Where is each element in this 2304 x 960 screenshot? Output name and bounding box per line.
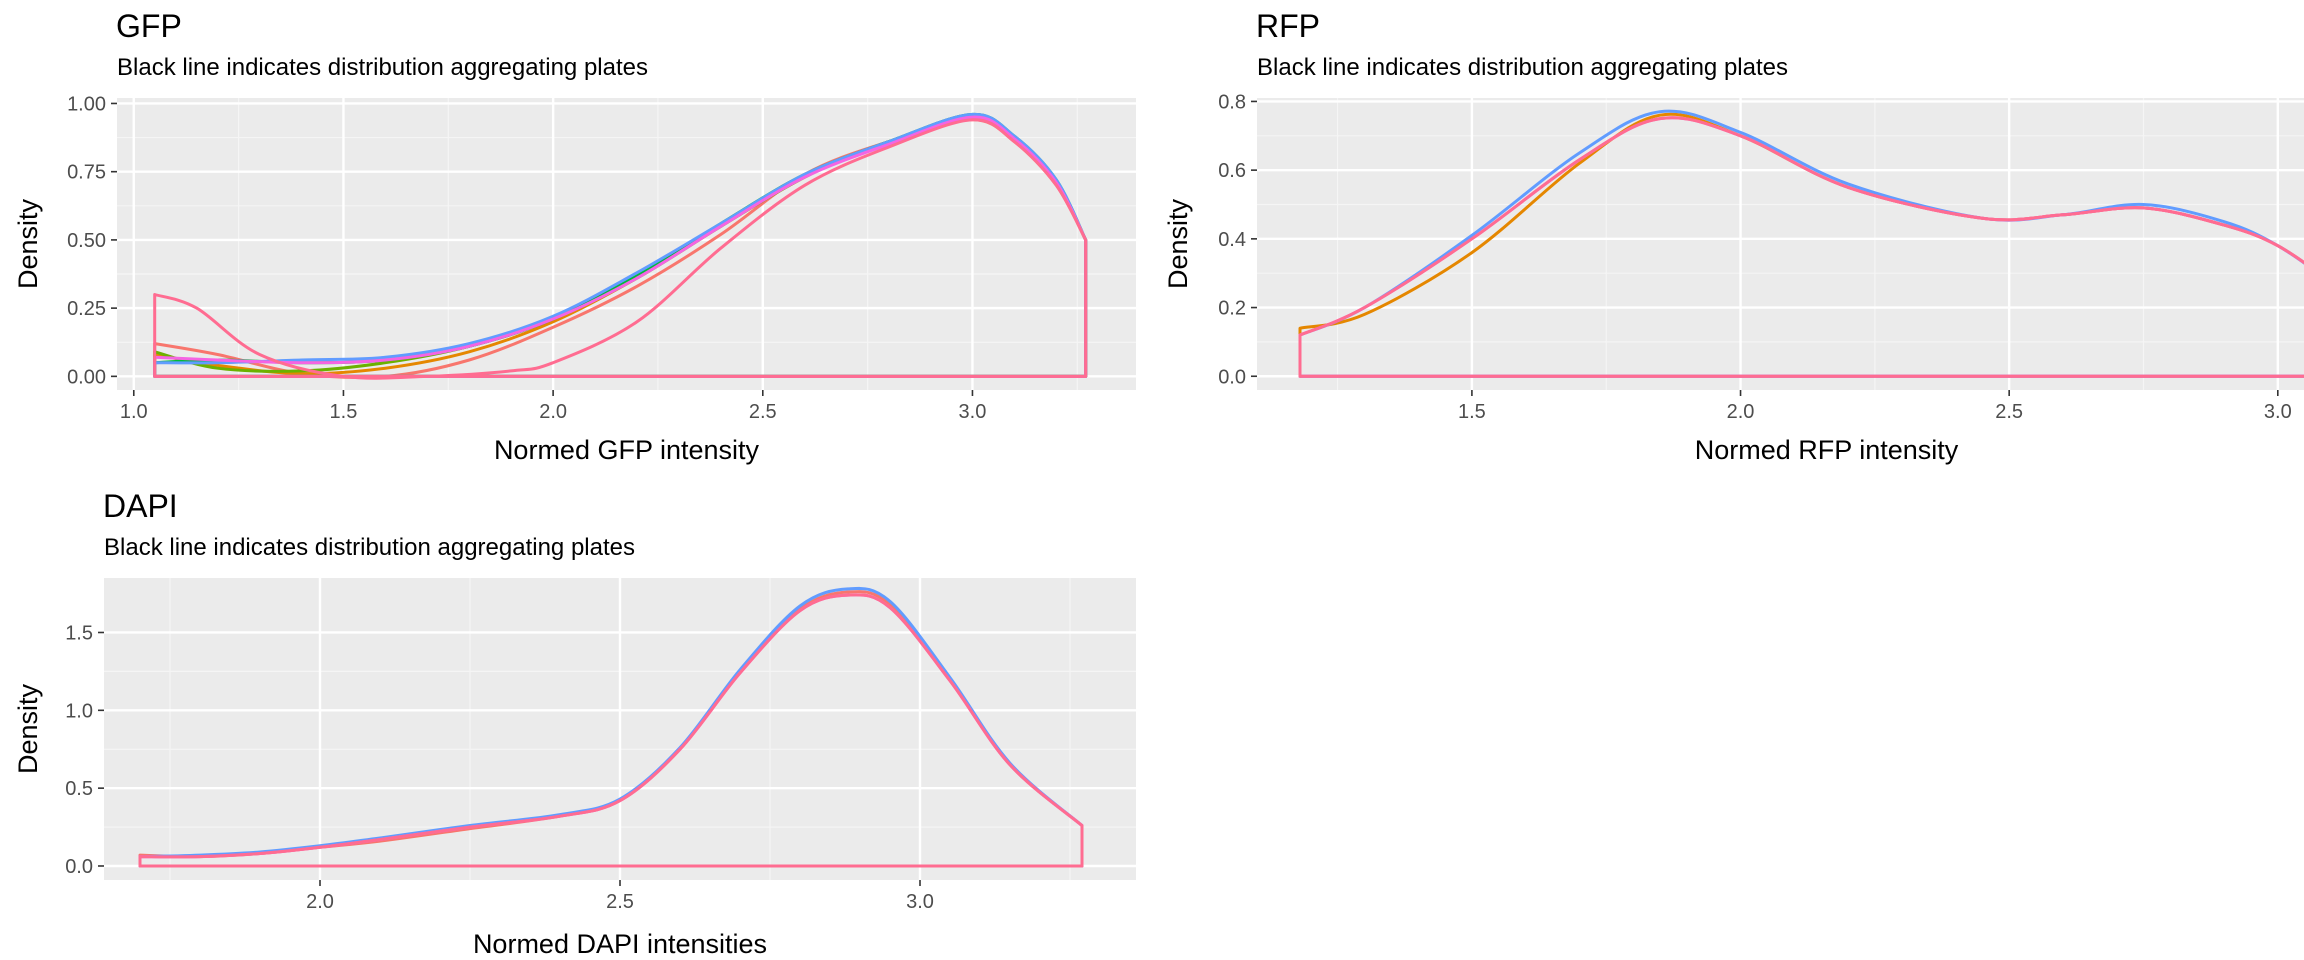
dapi-tick-label-x: 2.0 bbox=[306, 891, 334, 913]
gfp-series-5-line bbox=[153, 112, 1088, 378]
gfp-tick-label-y: 0.25 bbox=[67, 298, 106, 320]
gfp-tick-label-x: 1.0 bbox=[120, 401, 148, 423]
gfp-series-7-line bbox=[153, 118, 1088, 380]
dapi-tick-label-y: 1.0 bbox=[65, 700, 93, 722]
dapi-tick-label-y: 0.5 bbox=[65, 778, 93, 800]
gfp-tick-label-x: 2.5 bbox=[749, 401, 777, 423]
dapi-title: DAPI bbox=[103, 488, 178, 524]
gfp-title: GFP bbox=[116, 8, 182, 44]
rfp-tick-label-x: 1.5 bbox=[1458, 401, 1486, 423]
dapi-x-axis-title: Normed DAPI intensities bbox=[473, 929, 767, 959]
rfp-tick-label-x: 2.0 bbox=[1727, 401, 1755, 423]
rfp-plot: 1.5 2.0 2.5 3.0 0.0 0.2 0.4 0.6 0.8 Normed RFP in… bbox=[1163, 91, 2304, 465]
rfp-plot-background bbox=[1257, 98, 2304, 390]
dapi-plot: 2.0 2.5 3.0 0.0 0.5 1.0 1.5 Normed DAPI intensi… bbox=[13, 578, 1136, 959]
gfp-tick-label-y: 0.00 bbox=[67, 366, 106, 388]
gfp-tick-label-x: 1.5 bbox=[330, 401, 358, 423]
gfp-plot: 1.0 1.5 2.0 2.5 3.0 0.00 0.25 0.50 0.75 1.00 Norme… bbox=[13, 93, 1136, 465]
rfp-minor-gridlines bbox=[1257, 98, 2304, 390]
rfp-tick-label-y: 0.2 bbox=[1218, 298, 1246, 320]
rfp-tick-label-y: 0.0 bbox=[1218, 366, 1246, 388]
dapi-series-4-line bbox=[138, 593, 1084, 868]
rfp-tick-label-y: 0.4 bbox=[1218, 229, 1246, 251]
dapi-tick-label-y: 1.5 bbox=[65, 622, 93, 644]
gfp-tick-label-y: 0.50 bbox=[67, 230, 106, 252]
rfp-tick-label-x: 3.0 bbox=[2264, 401, 2292, 423]
rfp-subtitle: Black line indicates distribution aggreg… bbox=[1257, 54, 1788, 81]
rfp-tick-label-x: 2.5 bbox=[1995, 401, 2023, 423]
rfp-tick-label-y: 0.8 bbox=[1218, 91, 1246, 113]
dapi-tick-label-x: 2.5 bbox=[606, 891, 634, 913]
gfp-tick-label-y: 0.75 bbox=[67, 162, 106, 184]
gfp-tick-label-x: 2.0 bbox=[539, 401, 567, 423]
gfp-tick-label-y: 1.00 bbox=[67, 93, 106, 115]
gfp-x-axis-title: Normed GFP intensity bbox=[494, 435, 760, 465]
dapi-tick-label-x: 3.0 bbox=[906, 891, 934, 913]
dapi-y-axis-title: Density bbox=[13, 683, 43, 774]
gfp-tick-label-x: 3.0 bbox=[959, 401, 987, 423]
gfp-series-6-line bbox=[153, 115, 1088, 378]
rfp-series-4-line bbox=[1298, 116, 2304, 378]
rfp-x-axis-title: Normed RFP intensity bbox=[1695, 435, 1959, 465]
rfp-title: RFP bbox=[1256, 8, 1320, 44]
gfp-plot-background bbox=[117, 98, 1136, 390]
gfp-y-axis-title: Density bbox=[13, 198, 43, 289]
gfp-subtitle: Black line indicates distribution aggreg… bbox=[117, 54, 648, 81]
dapi-subtitle: Black line indicates distribution aggreg… bbox=[104, 534, 635, 561]
rfp-y-axis-title: Density bbox=[1163, 198, 1193, 289]
rfp-tick-label-y: 0.6 bbox=[1218, 160, 1246, 182]
gfp-minor-gridlines bbox=[117, 98, 1136, 390]
dapi-tick-label-y: 0.0 bbox=[65, 856, 93, 878]
